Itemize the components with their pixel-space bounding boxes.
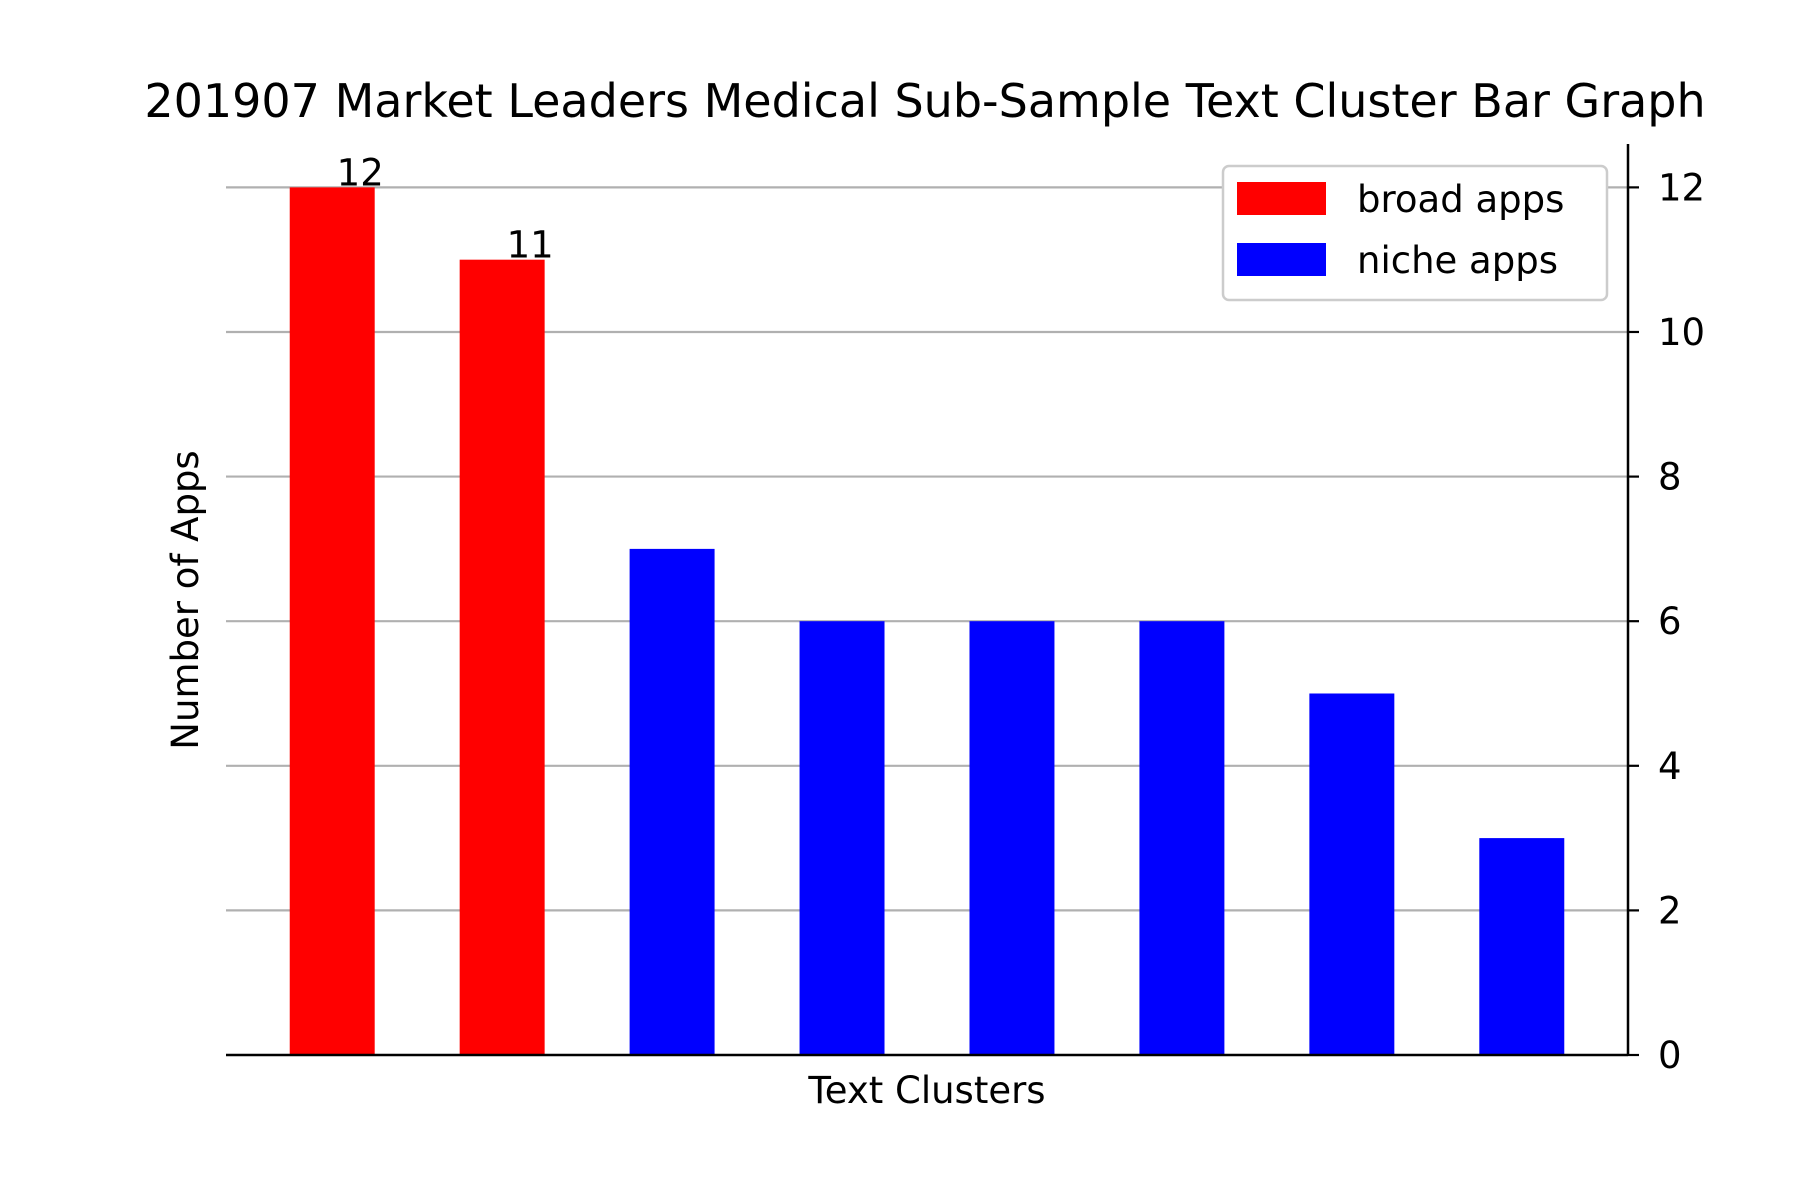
data-labels: 12 11 (337, 151, 554, 266)
bar-niche-3 (629, 548, 715, 1055)
legend-label-niche: niche apps (1357, 239, 1558, 282)
chart-title: 201907 Market Leaders Medical Sub-Sample… (144, 74, 1705, 128)
y-tick-label: 0 (1658, 1034, 1682, 1077)
bar-niche-7 (1309, 693, 1395, 1055)
data-label: 12 (337, 151, 384, 194)
bar-broad-1 (289, 187, 375, 1055)
legend-label-broad: broad apps (1357, 178, 1564, 221)
legend: broad apps niche apps (1221, 164, 1609, 302)
legend-swatch-broad (1237, 182, 1326, 215)
y-tick-label: 2 (1658, 889, 1682, 932)
y-ticks: 0 2 4 6 8 10 12 (1628, 166, 1705, 1077)
y-tick-label: 10 (1658, 311, 1705, 354)
x-axis-label: Text Clusters (807, 1069, 1045, 1112)
y-tick-label: 4 (1658, 745, 1682, 788)
bar-broad-2 (459, 259, 545, 1056)
data-label: 11 (507, 224, 554, 267)
bar-niche-6 (1139, 621, 1225, 1055)
y-axis-label: Number of Apps (164, 450, 207, 749)
y-tick-label: 8 (1658, 456, 1682, 499)
bar-niche-8 (1479, 838, 1565, 1055)
y-tick-label: 6 (1658, 600, 1682, 643)
bar-niche-5 (969, 621, 1055, 1055)
bars (289, 187, 1565, 1056)
axes (226, 144, 1630, 1057)
y-tick-label: 12 (1658, 166, 1705, 209)
legend-swatch-niche (1237, 243, 1326, 276)
bar-niche-4 (799, 621, 885, 1055)
